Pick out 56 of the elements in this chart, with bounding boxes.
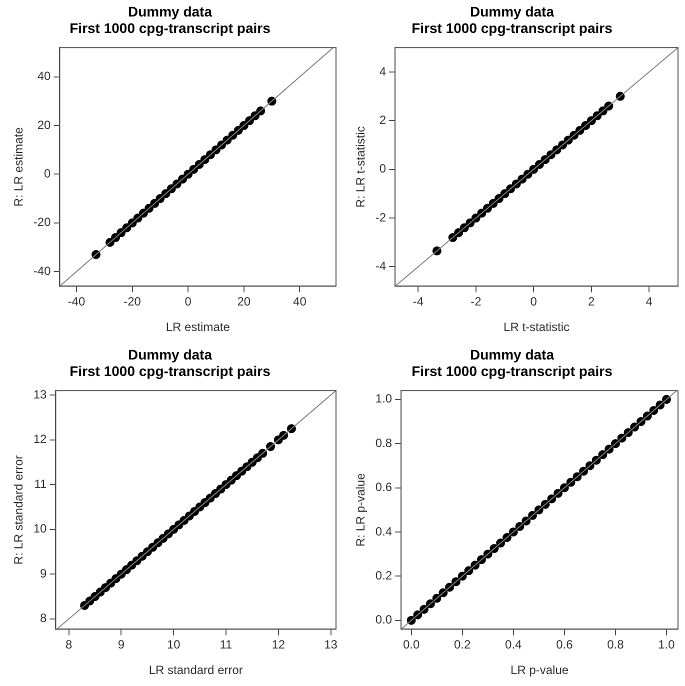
x-tick-label: 0.4 <box>505 638 522 652</box>
x-tick-label: 9 <box>118 638 125 652</box>
x-tick-label: -20 <box>124 294 142 309</box>
y-tick-label: 9 <box>40 566 48 580</box>
x-axis-title: LR t-statistic <box>504 320 570 334</box>
x-axis-title: LR p-value <box>510 663 569 678</box>
y-tick-label: 0.0 <box>375 612 392 627</box>
y-tick-label: -2 <box>375 210 386 224</box>
x-tick-label: 12 <box>272 638 286 652</box>
x-tick-label: 11 <box>220 638 233 652</box>
x-tick-label: -2 <box>470 294 482 309</box>
x-axis-title: LR standard error <box>148 663 243 678</box>
x-tick-label: 20 <box>237 294 251 309</box>
y-tick-label: 0 <box>379 162 386 176</box>
x-tick-label: 0.8 <box>607 638 624 652</box>
y-tick-label: 8 <box>40 611 48 626</box>
chart-title: Dummy data First 1000 cpg-transcript pairs <box>412 346 613 380</box>
y-tick-label: 0.6 <box>375 480 392 494</box>
y-tick-label: -40 <box>33 264 52 278</box>
y-tick-label: 0.2 <box>375 568 392 582</box>
x-tick-label: 10 <box>166 638 181 652</box>
y-axis-title: R: LR t-statistic <box>354 126 368 208</box>
y-tick-label: -4 <box>375 259 386 274</box>
y-tick-label: 40 <box>37 69 52 84</box>
x-tick-label: 0.2 <box>454 638 471 652</box>
chart-title: Dummy data First 1000 cpg-transcript pairs <box>70 346 271 380</box>
y-axis-title: R: LR estimate <box>12 126 26 207</box>
y-axis-title: R: LR standard error <box>12 455 26 565</box>
y-tick-label: 11 <box>34 476 48 491</box>
chart-title: Dummy data First 1000 cpg-transcript pairs <box>412 3 613 36</box>
y-tick-label: 13 <box>33 387 48 402</box>
x-tick-label: 0.0 <box>402 638 420 652</box>
x-tick-label: 1.0 <box>658 638 676 652</box>
x-tick-label: 0.6 <box>556 638 574 652</box>
y-tick-label: 20 <box>37 118 52 132</box>
y-tick-label: -20 <box>33 215 52 230</box>
y-tick-label: 1.0 <box>375 392 392 406</box>
y-tick-label: 2 <box>379 112 386 127</box>
x-tick-label: 0 <box>184 294 192 309</box>
y-tick-label: 0.8 <box>375 436 392 450</box>
x-tick-label: -4 <box>412 294 424 309</box>
x-axis-title: LR estimate <box>166 320 230 334</box>
x-tick-label: 4 <box>646 294 653 309</box>
y-tick-label: 12 <box>33 432 48 446</box>
x-tick-label: 0 <box>530 294 538 309</box>
y-tick-label: 4 <box>379 64 386 78</box>
y-tick-label: 10 <box>33 522 48 536</box>
y-axis-title: R: LR p-value <box>354 472 368 547</box>
y-tick-label: 0.4 <box>375 524 392 538</box>
x-tick-label: -40 <box>68 294 86 309</box>
x-tick-label: 40 <box>293 294 307 309</box>
y-tick-label: 0 <box>44 166 52 181</box>
chart-title: Dummy data First 1000 cpg-transcript pairs <box>70 3 271 36</box>
x-tick-label: 13 <box>324 638 338 652</box>
x-tick-label: 2 <box>588 294 596 309</box>
x-tick-label: 8 <box>66 638 72 652</box>
